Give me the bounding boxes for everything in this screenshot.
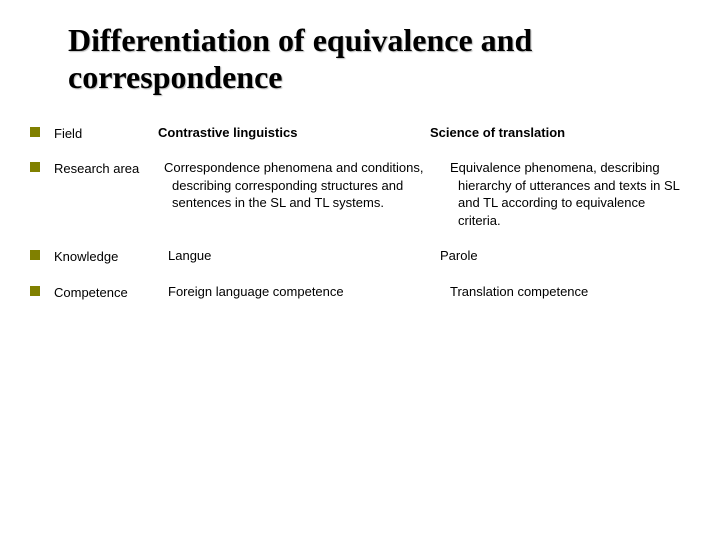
row-label: Research area — [54, 159, 158, 176]
table-row: Field Contrastive linguistics Science of… — [30, 124, 680, 142]
col-contrastive: Foreign language competence — [158, 283, 440, 301]
row-label: Knowledge — [54, 247, 158, 264]
bullet-icon — [30, 250, 40, 260]
bullet-icon — [30, 127, 40, 137]
col-science: Translation competence — [440, 283, 680, 301]
bullet-icon — [30, 286, 40, 296]
slide: Differentiation of equivalence and corre… — [0, 0, 720, 540]
bullet-icon — [30, 162, 40, 172]
table-row: Competence Foreign language competence T… — [30, 283, 680, 301]
col-science: Parole — [440, 247, 680, 265]
content-table: Field Contrastive linguistics Science of… — [0, 124, 720, 301]
col-contrastive: Langue — [158, 247, 440, 265]
col-science: Equivalence phenomena, describing hierar… — [444, 159, 680, 229]
table-row: Research area Correspondence phenomena a… — [30, 159, 680, 229]
col-contrastive: Contrastive linguistics — [158, 124, 430, 142]
row-label: Field — [54, 124, 158, 141]
table-row: Knowledge Langue Parole — [30, 247, 680, 265]
col-contrastive: Correspondence phenomena and conditions,… — [158, 159, 444, 212]
slide-title: Differentiation of equivalence and corre… — [68, 22, 680, 96]
col-science: Science of translation — [430, 124, 680, 142]
row-label: Competence — [54, 283, 158, 300]
